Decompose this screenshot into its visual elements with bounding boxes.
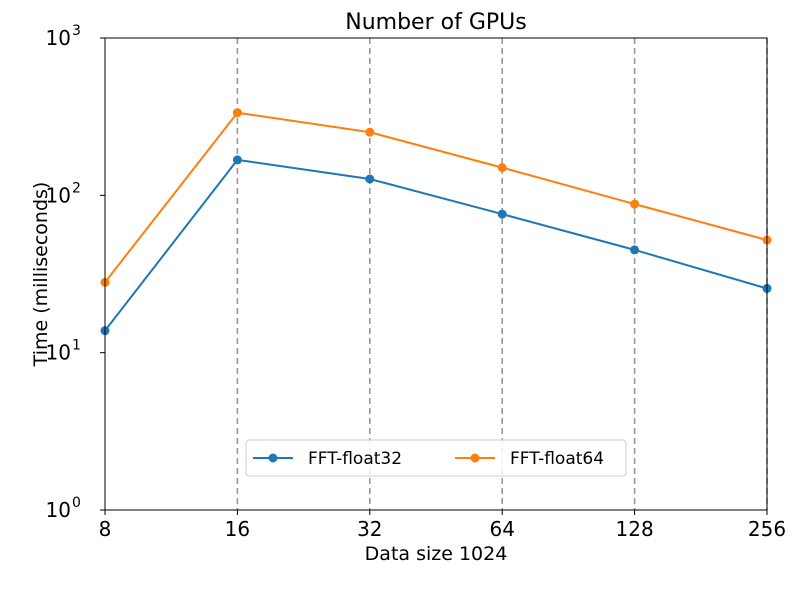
y-tick-label: 10 — [46, 341, 71, 365]
x-axis-ticks: 8 16 32 64 128 256 — [99, 510, 786, 541]
y-tick-label: 10 — [46, 183, 71, 207]
data-point — [232, 155, 242, 165]
series-line-fft-float32 — [104, 158, 768, 332]
x-tick-label: 64 — [489, 517, 514, 541]
data-point — [497, 209, 507, 219]
x-tick-label: 128 — [616, 517, 654, 541]
y-tick-exponent: 1 — [72, 338, 81, 354]
data-point — [365, 174, 375, 184]
legend-label: FFT-float32 — [308, 449, 402, 469]
plot-background — [105, 38, 767, 510]
x-tick-label: 8 — [99, 517, 112, 541]
x-tick-label: 256 — [748, 517, 786, 541]
x-tick-label: 32 — [357, 517, 382, 541]
legend-entries: FFT-float32 FFT-float64 — [253, 449, 604, 469]
axes-frame — [104, 37, 768, 511]
y-tick-label: 10 — [46, 26, 71, 50]
legend: FFT-float32 FFT-float64 — [245, 439, 627, 477]
data-point — [497, 163, 507, 173]
data-point — [365, 127, 375, 137]
legend-label: FFT-float64 — [510, 449, 604, 469]
y-tick-exponent: 3 — [72, 23, 81, 39]
legend-marker — [268, 453, 278, 463]
x-tick-label: 16 — [225, 517, 250, 541]
legend-box — [245, 439, 627, 477]
series-layer — [100, 108, 772, 336]
chart-title: Number of GPUs — [345, 10, 526, 35]
data-point — [232, 108, 242, 118]
data-point — [630, 245, 640, 255]
y-tick-exponent: 2 — [72, 180, 81, 196]
y-axis-label: Time (milliseconds) — [30, 182, 52, 368]
y-tick-label: 10 — [46, 498, 71, 522]
legend-marker — [470, 453, 480, 463]
plot-area — [100, 37, 772, 511]
y-tick-exponent: 0 — [72, 495, 81, 511]
x-axis-label: Data size 1024 — [365, 543, 508, 565]
data-point — [630, 199, 640, 209]
series-line-fft-float64 — [104, 111, 768, 283]
